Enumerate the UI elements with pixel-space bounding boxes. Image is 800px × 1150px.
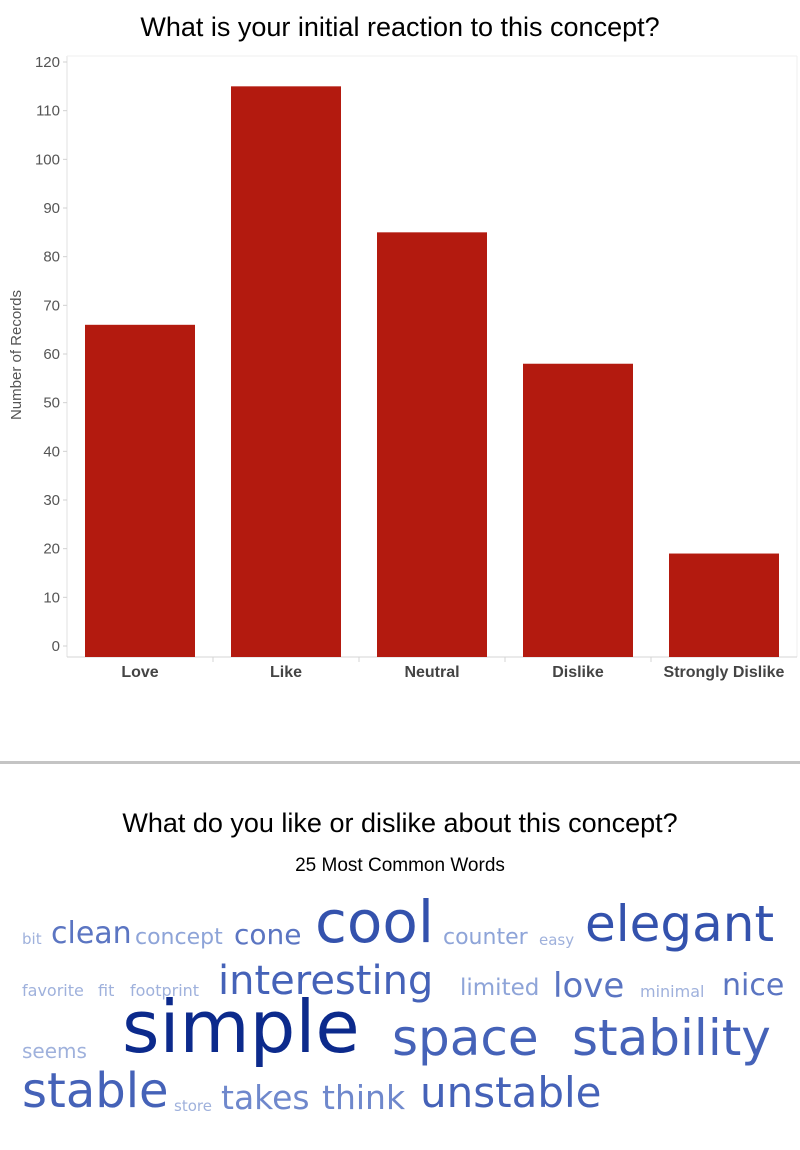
- bar-strongly-dislike: [669, 553, 779, 657]
- word-clean: clean: [51, 916, 132, 951]
- word-nice: nice: [722, 968, 785, 1003]
- y-tick-label: 0: [52, 638, 60, 655]
- word-stable: stable: [22, 1063, 169, 1119]
- word-counter: counter: [443, 925, 528, 950]
- y-tick-label: 100: [35, 151, 60, 168]
- y-tick-label: 80: [43, 249, 60, 266]
- word-unstable: unstable: [420, 1068, 602, 1117]
- word-takes: takes: [221, 1078, 310, 1117]
- x-tick-label: Neutral: [404, 664, 459, 681]
- word-stability: stability: [572, 1009, 771, 1067]
- y-tick-label: 10: [43, 589, 60, 606]
- word-minimal: minimal: [640, 982, 705, 1001]
- word-cone: cone: [234, 918, 302, 951]
- y-axis-label: Number of Records: [8, 290, 25, 420]
- y-tick-label: 60: [43, 346, 60, 363]
- y-axis: 0 10 20 30 40 50 60 70 80 90 100 110 120: [35, 54, 67, 655]
- word-favorite: favorite: [22, 981, 84, 1000]
- bar-neutral: [377, 232, 487, 658]
- word-simple: simple: [122, 985, 360, 1069]
- word-elegant: elegant: [585, 895, 775, 953]
- bars: [85, 86, 779, 658]
- word-cloud-subtitle: 25 Most Common Words: [295, 855, 505, 876]
- chart-title: What is your initial reaction to this co…: [140, 12, 660, 42]
- word-footprint: footprint: [130, 981, 200, 1000]
- bar-dislike: [523, 363, 633, 657]
- y-tick-label: 50: [43, 395, 60, 412]
- word-cloud: bit clean concept cone cool counter easy elegan…: [0, 885, 800, 1135]
- x-tick-label: Dislike: [552, 664, 604, 681]
- bar-love: [85, 324, 195, 657]
- word-space: space: [392, 1009, 539, 1067]
- word-love: love: [553, 966, 625, 1006]
- word-think: think: [322, 1078, 406, 1117]
- word-cool: cool: [315, 888, 434, 956]
- word-concept: concept: [135, 925, 223, 950]
- word-cloud-title: What do you like or dislike about this c…: [122, 808, 678, 838]
- bar-like: [231, 86, 341, 658]
- word-store: store: [174, 1097, 212, 1115]
- x-tick-label: Strongly Dislike: [664, 664, 785, 681]
- x-axis: Love Like Neutral Dislike Strongly Dislike: [121, 657, 785, 681]
- y-tick-label: 40: [43, 443, 60, 460]
- word-fit: fit: [98, 981, 115, 1000]
- y-tick-label: 70: [43, 297, 60, 314]
- y-tick-label: 20: [43, 541, 60, 558]
- x-tick-label: Like: [270, 664, 302, 681]
- section-divider: [0, 761, 800, 764]
- x-tick-label: Love: [121, 664, 158, 681]
- y-tick-label: 110: [36, 103, 60, 120]
- bar-chart: 0 10 20 30 40 50 60 70 80 90 100 110 120 Love Like Neu…: [8, 54, 798, 681]
- word-interesting: interesting: [218, 958, 434, 1004]
- y-tick-label: 30: [43, 492, 60, 509]
- y-tick-label: 90: [43, 200, 60, 217]
- word-seems: seems: [22, 1039, 87, 1063]
- word-limited: limited: [460, 975, 540, 1001]
- word-bit: bit: [22, 930, 42, 948]
- y-tick-label: 120: [35, 54, 60, 71]
- word-easy: easy: [539, 931, 575, 949]
